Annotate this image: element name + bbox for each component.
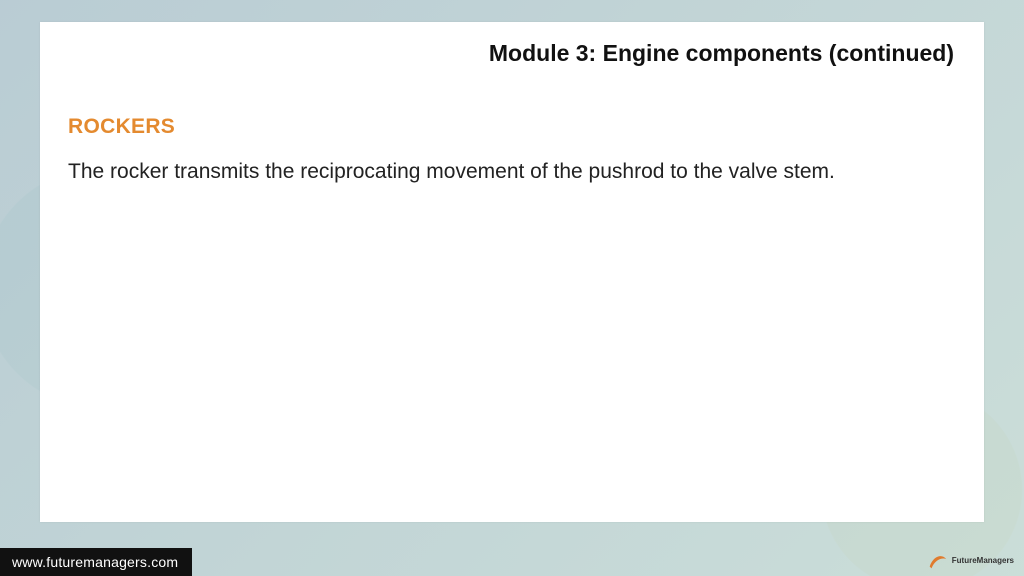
logo-text: FutureManagers (952, 557, 1014, 565)
slide-card: Module 3: Engine components (continued) … (40, 22, 984, 522)
section-heading: ROCKERS (68, 115, 956, 139)
body-text: The rocker transmits the reciprocating m… (68, 153, 956, 192)
footer-logo: FutureManagers (926, 550, 1014, 572)
logo-name: FutureManagers (952, 557, 1014, 565)
footer: www.futuremanagers.com FutureManagers (0, 546, 1024, 576)
module-title: Module 3: Engine components (continued) (68, 40, 956, 67)
footer-url: www.futuremanagers.com (0, 548, 192, 576)
slide-background: Module 3: Engine components (continued) … (0, 0, 1024, 576)
logo-swoosh-icon (926, 550, 948, 572)
